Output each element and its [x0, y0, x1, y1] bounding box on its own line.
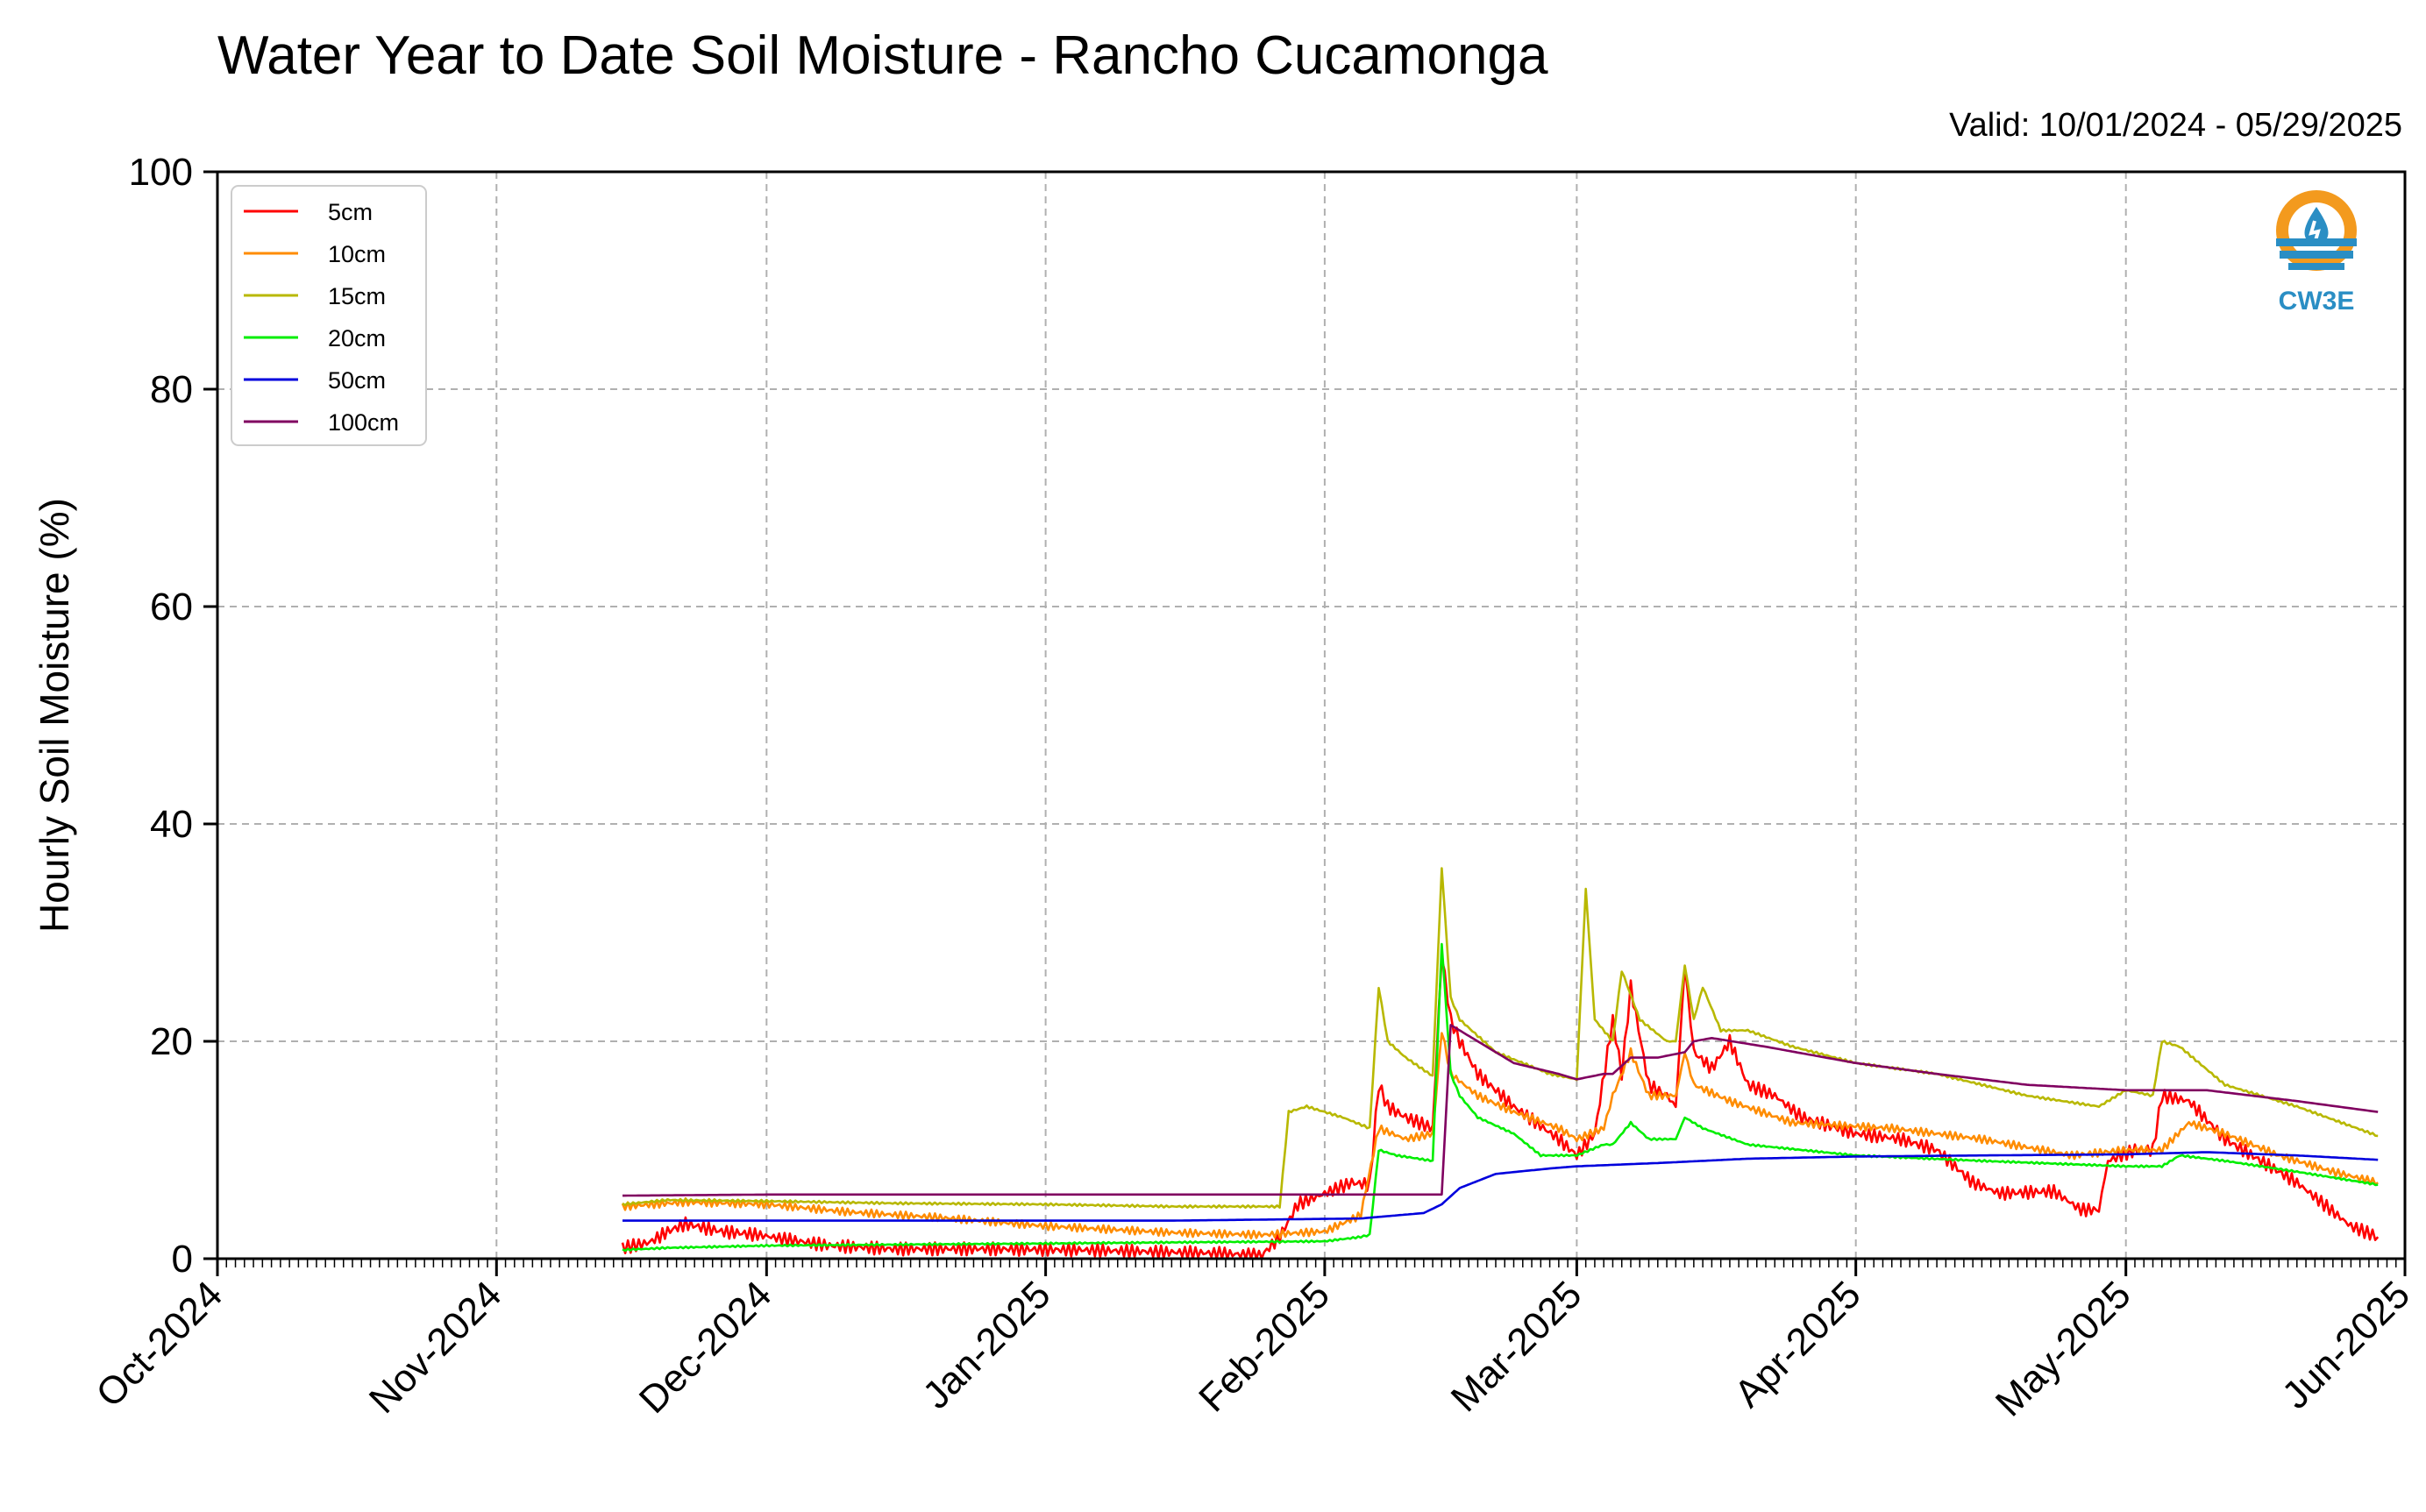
x-tick-label: Feb-2025: [1191, 1273, 1338, 1420]
valid-date-range: Valid: 10/01/2024 - 05/29/2025: [1949, 107, 2402, 144]
y-tick-label: 0: [172, 1238, 193, 1281]
series-line-100cm: [623, 1024, 2379, 1197]
logo-text: CW3E: [2279, 287, 2355, 316]
x-tick-label: Apr-2025: [1726, 1273, 1869, 1416]
x-tick-label: Oct-2024: [88, 1273, 231, 1416]
legend: 5cm 10cm 15cm 20cm 50cm 100cm: [231, 185, 427, 446]
series-lines: [621, 867, 2380, 1260]
y-tick-label: 100: [129, 151, 193, 194]
plot-frame: [216, 170, 2407, 1260]
y-tick-label: 40: [150, 803, 193, 846]
y-axis-label: Hourly Soil Moisture (%): [32, 498, 77, 933]
series-line-5cm: [621, 957, 2380, 1260]
x-tick-label: Nov-2024: [361, 1273, 510, 1422]
legend-label-20cm: 20cm: [328, 325, 386, 351]
legend-label-15cm: 15cm: [328, 283, 386, 309]
legend-label-10cm: 10cm: [328, 241, 386, 267]
x-tick-label: May-2025: [1988, 1273, 2139, 1424]
legend-label-5cm: 5cm: [328, 199, 373, 225]
x-tick-label: Dec-2024: [631, 1273, 780, 1422]
series-line-20cm: [622, 942, 2379, 1253]
series-line-50cm: [623, 1151, 2379, 1222]
x-tick-label: Jan-2025: [914, 1273, 1058, 1416]
y-tick-label: 20: [150, 1020, 193, 1063]
chart-title: Water Year to Date Soil Moisture - Ranch…: [217, 25, 1548, 86]
cw3e-logo: CW3E: [2276, 190, 2357, 316]
legend-label-100cm: 100cm: [328, 409, 399, 436]
x-axis: Oct-2024 Nov-2024 Dec-2024 Jan-2025 Feb-2025…: [88, 1259, 2418, 1424]
gridlines: [217, 172, 2405, 1259]
series-line-10cm: [621, 1032, 2379, 1240]
cw3e-water-drop-logo-icon: [2276, 190, 2357, 271]
y-axis: 0 20 40 60 80 100: [129, 151, 217, 1281]
x-tick-label: Jun-2025: [2274, 1273, 2418, 1416]
x-tick-label: Mar-2025: [1443, 1273, 1590, 1420]
y-tick-label: 80: [150, 368, 193, 411]
legend-label-50cm: 50cm: [328, 367, 386, 394]
y-tick-label: 60: [150, 586, 193, 628]
